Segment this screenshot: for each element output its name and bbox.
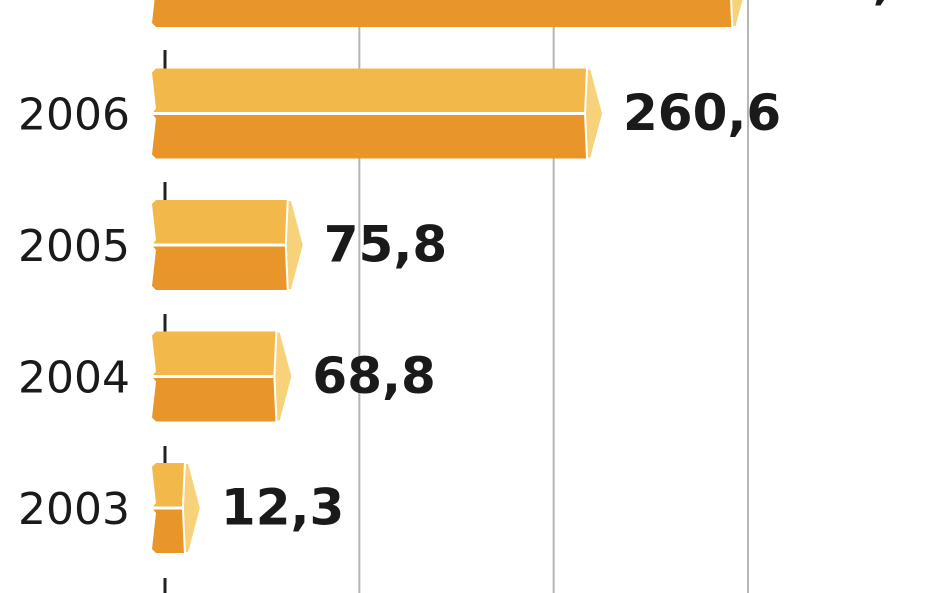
bar <box>152 330 294 423</box>
category-label: 2006 <box>18 90 130 141</box>
bar-cap <box>284 199 305 291</box>
bar-top <box>152 463 185 508</box>
value-label: 68,8 <box>312 347 435 405</box>
bar-bottom <box>152 508 185 553</box>
bar-top <box>152 331 277 377</box>
bar-cap <box>273 330 294 423</box>
bar-cap <box>730 0 745 28</box>
value-label: 350,3 <box>768 0 926 11</box>
bar-bottom <box>152 0 733 27</box>
bar-top <box>152 68 588 114</box>
bar <box>152 0 745 28</box>
bar-cap <box>584 67 605 160</box>
category-label: 2004 <box>18 353 130 404</box>
bar-top <box>152 200 288 245</box>
category-label: 2003 <box>18 484 130 535</box>
value-label: 12,3 <box>221 479 344 537</box>
bar <box>152 199 305 291</box>
bar-bottom <box>152 376 277 422</box>
bar-cap <box>181 462 202 554</box>
value-label: 260,6 <box>623 84 781 142</box>
category-label: 2007 <box>18 0 130 9</box>
value-label: 75,8 <box>324 216 447 274</box>
bar <box>152 67 605 160</box>
bar-bottom <box>152 245 288 290</box>
category-label: 2005 <box>18 221 130 272</box>
bar <box>152 462 202 554</box>
bar-bottom <box>152 113 588 159</box>
